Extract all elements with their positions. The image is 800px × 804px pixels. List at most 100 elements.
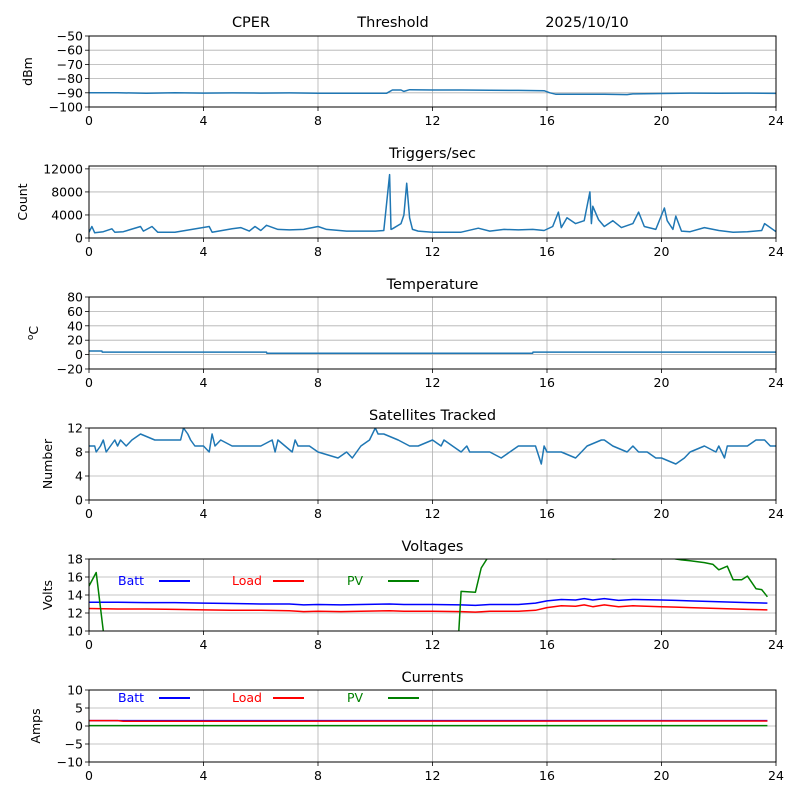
x-tick-label: 24 <box>768 113 784 128</box>
legend-label: PV <box>347 690 364 705</box>
series-line-satellites <box>89 428 776 465</box>
y-axis-label: Amps <box>28 708 43 743</box>
legend-item-load: Load <box>232 690 304 705</box>
x-tick-label: 0 <box>85 375 93 390</box>
x-tick-label: 8 <box>314 375 322 390</box>
y-axis-label: dBm <box>20 57 35 86</box>
chart-title: Currents <box>401 670 463 686</box>
x-tick-label: 12 <box>425 375 441 390</box>
x-tick-label: 8 <box>314 113 322 128</box>
chart-title: Satellites Tracked <box>369 408 496 424</box>
legend-label: Batt <box>118 573 144 588</box>
legend-label: Batt <box>118 690 144 705</box>
x-tick-label: 12 <box>425 244 441 259</box>
y-tick-label: −100 <box>49 100 83 115</box>
x-tick-label: 24 <box>768 244 784 259</box>
y-tick-label: −10 <box>57 755 83 770</box>
x-tick-label: 4 <box>200 375 208 390</box>
x-tick-label: 24 <box>768 506 784 521</box>
x-tick-label: 16 <box>539 375 555 390</box>
y-tick-label: 18 <box>67 552 83 567</box>
series-line-pv <box>89 559 768 631</box>
y-tick-label: 12000 <box>43 161 83 176</box>
x-tick-label: 16 <box>539 637 555 652</box>
x-tick-label: 12 <box>425 113 441 128</box>
x-tick-label: 20 <box>654 506 670 521</box>
x-tick-label: 20 <box>654 768 670 783</box>
x-tick-label: 24 <box>768 637 784 652</box>
y-tick-label: 12 <box>67 421 83 436</box>
y-tick-label: 4 <box>75 469 83 484</box>
header-date: 2025/10/10 <box>545 15 629 31</box>
y-axis-label: Volts <box>40 580 55 610</box>
panel-triggers: 0 4 8 12 16 20 24 0 4000 8000 12000 Triggers/sec Cou… <box>15 146 784 259</box>
x-tick-label: 8 <box>314 506 322 521</box>
x-tick-label: 4 <box>200 506 208 521</box>
x-tick-label: 0 <box>85 768 93 783</box>
panel-currents: 0 4 8 12 16 20 24 −10 −5 0 5 10 Currents Amps Batt Load… <box>28 670 784 783</box>
legend-item-load: Load <box>232 573 304 588</box>
x-tick-label: 20 <box>654 375 670 390</box>
series-line-triggers <box>89 173 776 234</box>
x-tick-label: 20 <box>654 113 670 128</box>
x-tick-label: 20 <box>654 637 670 652</box>
panel-signal: 0 4 8 12 16 20 24 −100−90−80−70−60−50 dBm <box>20 29 784 129</box>
legend-label: Load <box>232 573 262 588</box>
series-line-batt <box>89 597 768 607</box>
x-tick-label: 8 <box>314 637 322 652</box>
x-tick-label: 4 <box>200 637 208 652</box>
series-line-signal <box>89 88 776 96</box>
legend-item-batt: Batt <box>118 690 190 705</box>
chart-title: Temperature <box>386 277 479 293</box>
panel-voltages: 0 4 8 12 16 20 24 10 12 14 16 18 Voltages Volts Batt Lo… <box>40 539 784 652</box>
y-tick-label: 0 <box>75 493 83 508</box>
y-tick-label: 0 <box>75 231 83 246</box>
x-tick-label: 12 <box>425 768 441 783</box>
y-tick-label: 4000 <box>51 207 83 222</box>
chart-title: Voltages <box>402 539 464 555</box>
y-tick-label: 40 <box>67 318 83 333</box>
y-axis-label: oC <box>26 326 41 341</box>
y-tick-label: 20 <box>67 333 83 348</box>
y-tick-label: 60 <box>67 304 83 319</box>
x-tick-label: 16 <box>539 113 555 128</box>
x-tick-label: 8 <box>314 768 322 783</box>
x-tick-label: 12 <box>425 637 441 652</box>
legend-item-pv: PV <box>347 573 419 588</box>
y-tick-label: 0 <box>75 719 83 734</box>
y-tick-label: −80 <box>57 71 83 86</box>
x-tick-label: 16 <box>539 768 555 783</box>
legend-label: Load <box>232 690 262 705</box>
y-tick-label: 10 <box>67 624 83 639</box>
y-tick-label: 8000 <box>51 184 83 199</box>
y-tick-label: 80 <box>67 290 83 305</box>
series-line-temperature <box>89 350 776 354</box>
series-line-load <box>89 604 768 613</box>
y-tick-label: 14 <box>67 588 83 603</box>
series-line-load <box>89 719 768 723</box>
legend-item-batt: Batt <box>118 573 190 588</box>
x-tick-label: 4 <box>200 244 208 259</box>
y-tick-label: 0 <box>75 347 83 362</box>
x-tick-label: 4 <box>200 113 208 128</box>
y-tick-label: −5 <box>65 737 83 752</box>
legend-item-pv: PV <box>347 690 419 705</box>
x-tick-label: 24 <box>768 375 784 390</box>
x-tick-label: 8 <box>314 244 322 259</box>
x-tick-label: 0 <box>85 113 93 128</box>
y-tick-label: −90 <box>57 85 83 100</box>
y-tick-label: 16 <box>67 570 83 585</box>
chart-title: Triggers/sec <box>388 146 476 162</box>
y-tick-label: −20 <box>57 362 83 377</box>
y-tick-label: 8 <box>75 445 83 460</box>
y-tick-label: −50 <box>57 29 83 44</box>
x-tick-label: 0 <box>85 244 93 259</box>
x-tick-label: 20 <box>654 244 670 259</box>
x-tick-label: 24 <box>768 768 784 783</box>
panel-satellites: 0 4 8 12 16 20 24 0 4 8 12 Satellites Tracked Number <box>40 408 784 521</box>
y-tick-label: 5 <box>75 701 83 716</box>
y-tick-label: −70 <box>57 57 83 72</box>
x-tick-label: 16 <box>539 244 555 259</box>
